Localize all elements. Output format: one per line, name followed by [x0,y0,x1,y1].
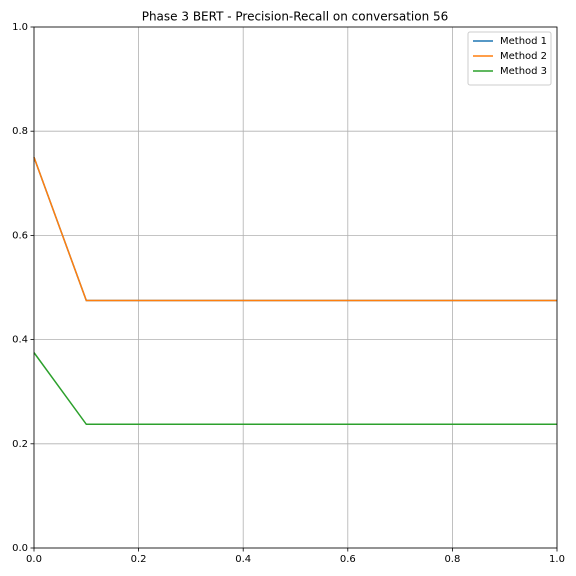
y-tick-label: 0.4 [12,335,28,346]
chart-title: Phase 3 BERT - Precision-Recall on conve… [142,10,449,24]
x-tick-label: 1.0 [549,554,565,565]
y-tick-label: 0.8 [12,126,28,137]
legend-label: Method 1 [500,36,547,47]
y-tick-label: 0.6 [12,230,28,241]
y-tick-label: 0.2 [12,439,28,450]
legend-label: Method 2 [500,51,547,62]
y-tick-label: 0.0 [12,543,28,554]
x-tick-label: 0.2 [131,554,147,565]
line [33,352,557,426]
x-tick-label: 0.0 [26,554,42,565]
x-tick-label: 0.6 [340,554,356,565]
line [33,156,557,302]
y-tick-label: 1.0 [12,22,28,33]
x-tick-label: 0.4 [235,554,251,565]
legend-label: Method 3 [500,66,547,77]
x-tick-label: 0.8 [444,554,460,565]
axes-frame [33,26,558,549]
